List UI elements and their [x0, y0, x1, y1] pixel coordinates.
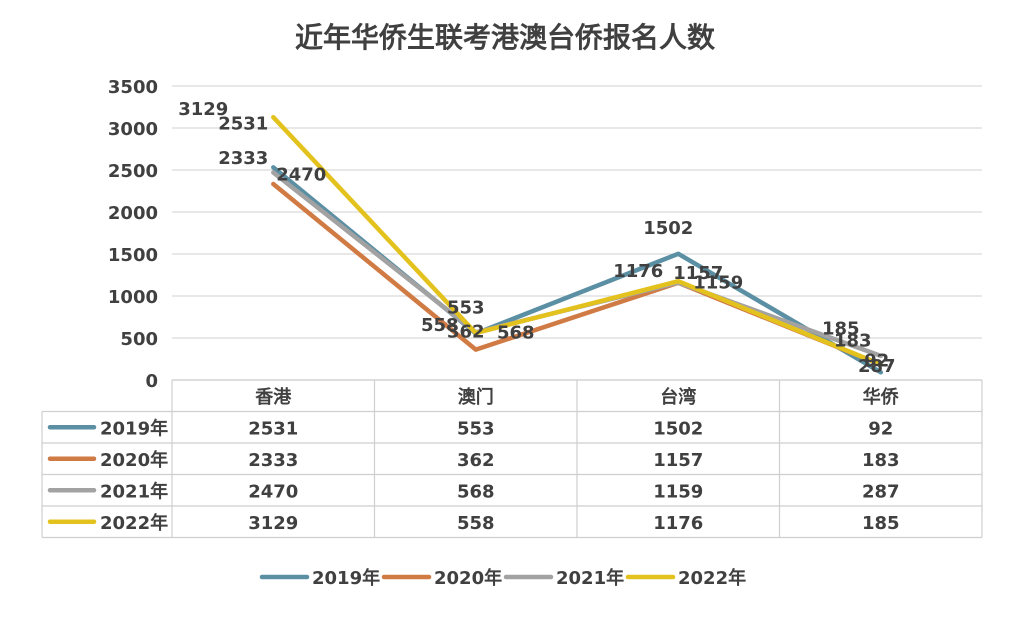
- table-series-label: 2021年: [100, 480, 168, 502]
- table-cell: 1502: [653, 418, 703, 439]
- data-label: 568: [497, 322, 535, 343]
- table-cell: 183: [862, 450, 900, 471]
- chart-title: 近年华侨生联考港澳台侨报名人数: [295, 21, 716, 54]
- data-labels: 2531 553 1502 92 2333 362 1157 183 2470 568 1159 28…: [178, 99, 895, 377]
- data-label: 553: [447, 298, 485, 319]
- table-series-label: 2020年: [100, 449, 168, 471]
- y-tick-label: 2000: [108, 203, 158, 224]
- data-label: 92: [864, 350, 889, 371]
- data-label: 3129: [178, 99, 228, 120]
- legend-label: 2021年: [556, 567, 624, 589]
- data-label: 1159: [693, 273, 743, 294]
- data-label: 287: [858, 356, 896, 377]
- x-category-label: 台湾: [660, 386, 696, 408]
- y-tick-label: 500: [120, 329, 158, 350]
- data-label: 558: [421, 315, 459, 336]
- y-tick-label: 1000: [108, 287, 158, 308]
- x-category-label: 香港: [254, 387, 292, 408]
- data-label: 2333: [218, 148, 268, 169]
- table-cell: 2531: [248, 418, 298, 439]
- data-label: 2470: [276, 165, 326, 186]
- y-tick-label: 1500: [108, 245, 158, 266]
- series-line-2022年: [271, 114, 884, 367]
- table-cell: 1157: [653, 450, 703, 471]
- table-cell: 568: [457, 481, 495, 502]
- legend-label: 2022年: [678, 567, 746, 589]
- table-cell: 1159: [653, 481, 703, 502]
- legend-label: 2020年: [434, 567, 502, 589]
- table-cell: 1176: [653, 513, 703, 534]
- x-category-label: 澳门: [458, 386, 494, 408]
- y-tick-label: 3000: [108, 119, 158, 140]
- series-lines: [271, 114, 884, 375]
- table-cell: 2333: [248, 450, 298, 471]
- y-tick-label: 2500: [108, 161, 158, 182]
- data-label: 1176: [613, 261, 663, 282]
- table-cell: 287: [862, 481, 900, 502]
- table-cell: 2470: [248, 481, 298, 502]
- table-cell: 3129: [248, 513, 298, 534]
- legend-label: 2019年: [312, 567, 380, 589]
- x-category-label: 华侨: [863, 386, 900, 408]
- table-cell: 558: [457, 513, 495, 534]
- legend: 2019年 2020年 2021年 2022年: [259, 567, 746, 589]
- data-label: 362: [447, 322, 485, 343]
- data-table: 香港 澳门 台湾 华侨 2019年 2531 553 1502 92 2020年 2333 362 11…: [41, 379, 983, 539]
- y-tick-label: 3500: [108, 77, 158, 98]
- data-label: 1157: [673, 263, 723, 284]
- table-cell: 553: [457, 418, 495, 439]
- data-label: 1502: [643, 218, 693, 239]
- data-label: 183: [834, 331, 872, 352]
- table-cell: 362: [457, 450, 495, 471]
- table-cell: 185: [862, 513, 900, 534]
- y-tick-label: 0: [145, 371, 158, 392]
- table-series-label: 2019年: [100, 417, 168, 439]
- table-cell: 92: [868, 418, 893, 439]
- data-label: 185: [822, 318, 860, 339]
- data-label: 2531: [218, 113, 268, 134]
- y-axis-ticks: 0 500 1000 1500 2000 2500 3000 3500: [108, 77, 158, 392]
- table-series-label: 2022年: [100, 512, 168, 534]
